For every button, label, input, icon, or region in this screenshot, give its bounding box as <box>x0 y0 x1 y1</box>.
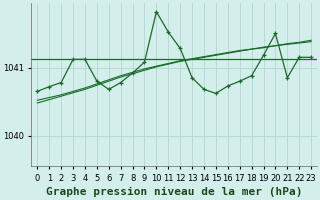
X-axis label: Graphe pression niveau de la mer (hPa): Graphe pression niveau de la mer (hPa) <box>46 187 302 197</box>
